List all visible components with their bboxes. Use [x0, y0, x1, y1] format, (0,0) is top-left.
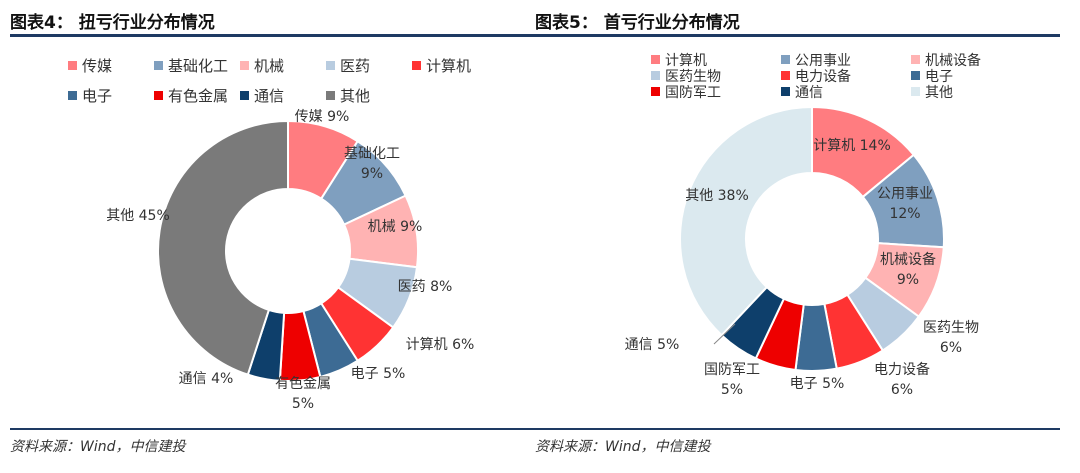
legend-label: 通信 — [795, 85, 823, 101]
legend-label: 其他 — [925, 85, 953, 101]
legend-swatch — [911, 87, 920, 96]
legend-label: 基础化工 — [168, 57, 228, 75]
legend-item: 机械 — [240, 57, 284, 75]
figure-title: 图表5： 首亏行业分布情况 — [535, 13, 740, 33]
legend-item: 计算机 — [412, 57, 471, 75]
data-label: 公用事业 12% — [877, 186, 933, 222]
legend-swatch — [326, 91, 335, 100]
data-label: 基础化工 9% — [344, 145, 400, 182]
legend-item: 机械设备 — [911, 52, 981, 69]
legend-label: 国防军工 — [665, 85, 721, 101]
legend-swatch — [154, 61, 163, 70]
legend-item: 国防军工 — [651, 85, 721, 101]
data-label: 计算机 6% — [406, 337, 475, 353]
legend-swatch — [781, 71, 790, 80]
legend-item: 电子 — [911, 69, 953, 85]
data-label: 医药生物 6% — [923, 320, 979, 356]
legend-label: 医药 — [340, 57, 370, 75]
legend-swatch — [154, 91, 163, 100]
source-note: 资料来源：Wind，中信建投 — [10, 439, 186, 455]
legend-label: 其他 — [340, 87, 370, 105]
label-leader-line — [713, 323, 736, 345]
donut-slice — [157, 119, 289, 376]
title-rule — [10, 34, 535, 37]
legend-swatch — [68, 91, 77, 100]
legend-swatch — [68, 61, 77, 70]
legend-item: 其他 — [911, 85, 953, 101]
legend-label: 电力设备 — [795, 68, 851, 85]
legend-swatch — [240, 91, 249, 100]
legend-swatch — [240, 61, 249, 70]
data-label: 其他 38% — [685, 188, 749, 204]
legend-item: 基础化工 — [154, 57, 228, 75]
donut-slice — [679, 105, 813, 337]
data-label: 通信 5% — [625, 337, 680, 353]
legend-item: 电力设备 — [781, 68, 851, 85]
legend-label: 公用事业 — [795, 53, 851, 69]
chart-panel-right: 图表5： 首亏行业分布情况 计算机 公用事业 机械设备 医药生物 电力设备 电子 国防军工通… — [535, 0, 1060, 473]
legend-label: 电子 — [82, 87, 112, 105]
legend-item: 公用事业 — [781, 53, 851, 69]
data-label: 其他 45% — [106, 208, 170, 224]
legend-item: 医药 — [326, 57, 370, 75]
legend-item: 通信 — [781, 85, 823, 101]
source-rule — [535, 428, 1060, 430]
data-label: 机械设备 9% — [880, 251, 936, 288]
legend-swatch — [412, 61, 421, 70]
data-label: 电子 5% — [351, 366, 406, 382]
legend-swatch — [781, 55, 790, 64]
data-label: 医药 8% — [398, 279, 453, 295]
chart-panel-left: 图表4： 扭亏行业分布情况 传媒 基础化工 机械 医药 计算机电子 有色金属 通信 其他传媒 … — [10, 0, 535, 473]
legend-label: 机械设备 — [925, 52, 981, 69]
legend-label: 有色金属 — [168, 87, 228, 105]
legend-label: 计算机 — [426, 57, 471, 75]
legend-item: 其他 — [326, 87, 370, 105]
legend-item: 有色金属 — [154, 87, 228, 105]
data-label: 通信 4% — [179, 371, 234, 387]
legend-swatch — [651, 71, 660, 80]
legend-item: 传媒 — [68, 57, 112, 75]
source-note: 资料来源：Wind，中信建投 — [535, 439, 711, 455]
legend-swatch — [326, 61, 335, 70]
title-rule — [535, 34, 1060, 37]
legend-label: 医药生物 — [665, 69, 721, 85]
data-label: 传媒 9% — [295, 109, 350, 125]
legend-label: 机械 — [254, 57, 284, 75]
legend-swatch — [651, 87, 660, 96]
data-label: 机械 9% — [368, 219, 423, 235]
legend-label: 计算机 — [665, 53, 707, 69]
legend-swatch — [911, 71, 920, 80]
legend-label: 通信 — [254, 87, 284, 105]
legend-item: 电子 — [68, 87, 112, 105]
legend-label: 传媒 — [82, 57, 112, 75]
data-label: 有色金属 5% — [275, 375, 331, 412]
figure-title: 图表4： 扭亏行业分布情况 — [10, 13, 215, 33]
legend-swatch — [651, 55, 660, 64]
source-rule — [10, 428, 535, 430]
legend-swatch — [781, 87, 790, 96]
legend-item: 通信 — [240, 87, 284, 105]
legend-label: 电子 — [925, 69, 953, 85]
data-label: 国防军工 5% — [704, 362, 760, 398]
data-label: 计算机 14% — [813, 138, 891, 154]
legend-swatch — [911, 55, 920, 64]
data-label: 电力设备 6% — [874, 361, 930, 398]
legend-item: 医药生物 — [651, 69, 721, 85]
data-label: 电子 5% — [790, 376, 845, 392]
legend-item: 计算机 — [651, 53, 707, 69]
